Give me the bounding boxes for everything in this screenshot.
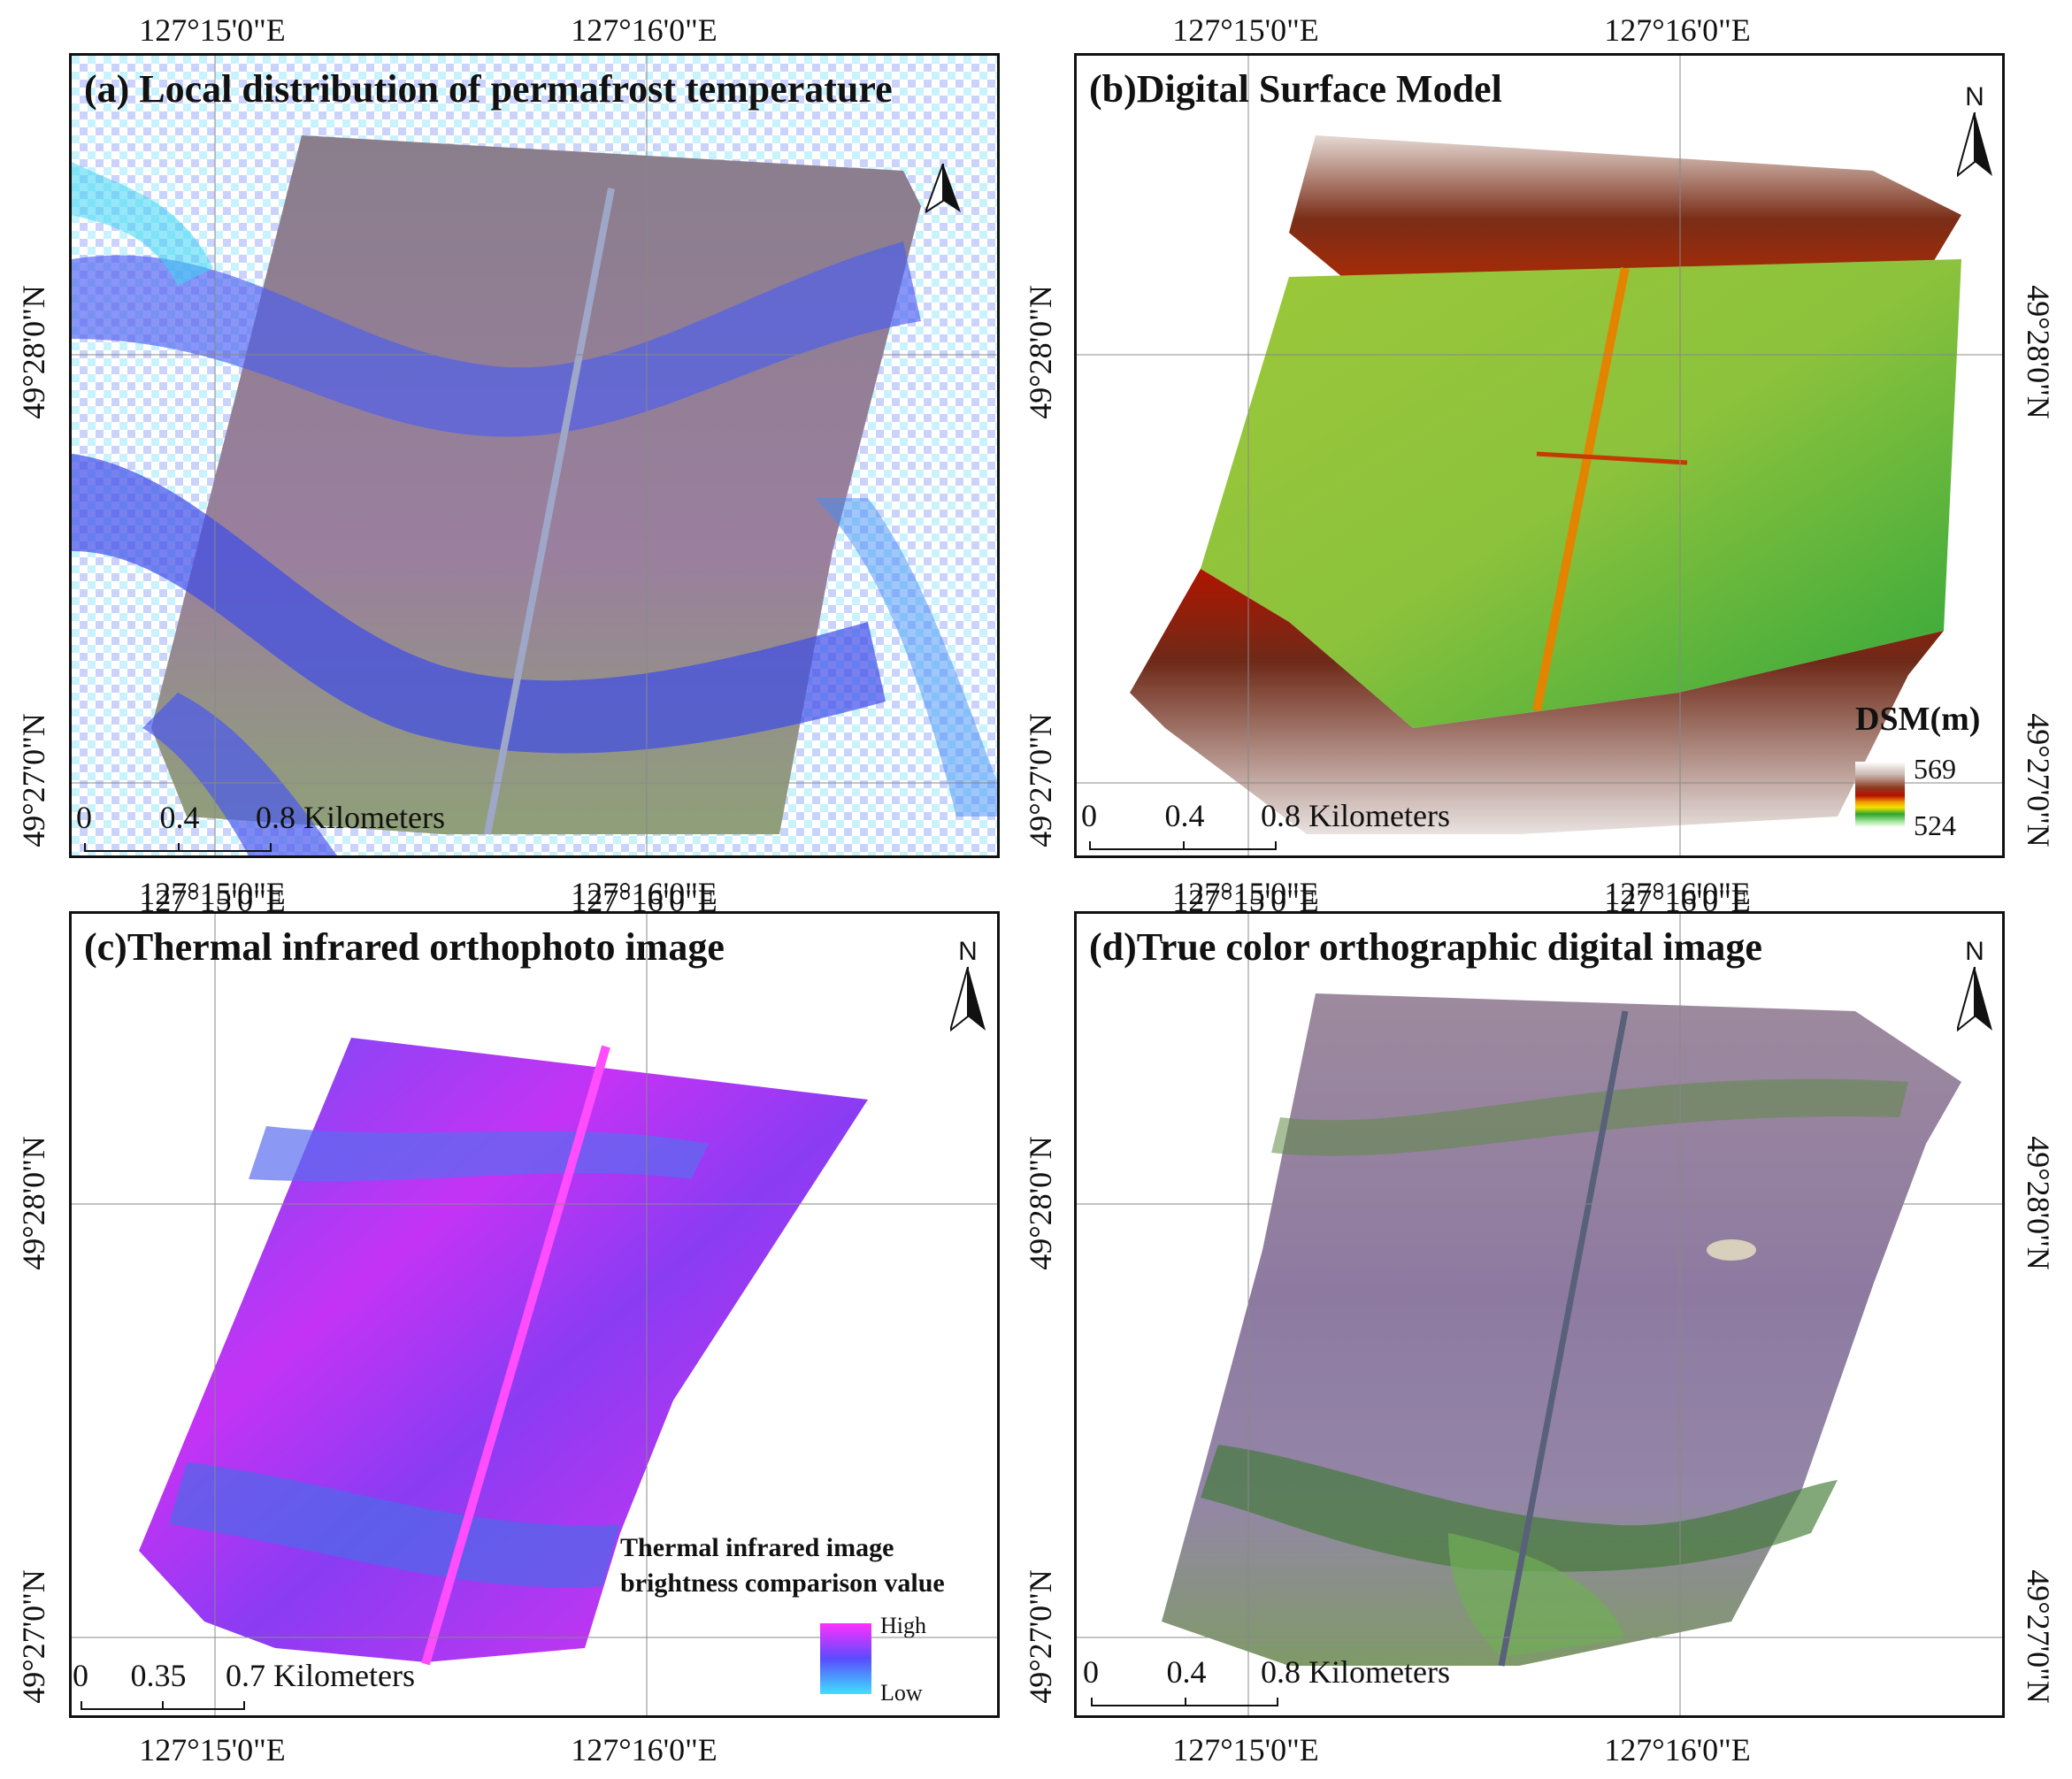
dsm-legend-max: 569: [1914, 753, 1956, 785]
scale-label-end: 0.7 Kilometers: [226, 1658, 415, 1693]
lon-label-bottom-right-d: 127°16'0"E: [1604, 1732, 1751, 1767]
scale-label-mid: 0.35: [130, 1658, 187, 1693]
scale-label-end: 0.8 Kilometers: [256, 800, 445, 835]
scale-bar-tick: [1183, 841, 1185, 850]
thermal-legend-high: High: [880, 1613, 926, 1638]
north-arrow-b: N: [1948, 82, 2001, 188]
lon-label-top-right-b: 127°16'0"E: [1604, 12, 1751, 48]
scale-label-zero: 0: [73, 1658, 88, 1693]
north-arrow-icon: [950, 967, 986, 1032]
dsm-legend-min: 524: [1914, 809, 1956, 841]
scale-bar-c: 0 0.35 0.7 Kilometers: [73, 1657, 447, 1715]
dsm-legend-ramp: [1855, 762, 1905, 827]
lat-label-lower-d-left: 49°27'0"N: [1023, 1569, 1058, 1704]
lon-label-top-right-a: 127°16'0"E: [571, 12, 718, 48]
lon-label-top-left-b: 127°15'0"E: [1172, 12, 1319, 48]
lat-label-lower-b-left: 49°27'0"N: [1023, 713, 1058, 847]
north-arrow-d: N: [1948, 937, 2001, 1043]
north-arrow-icon: [925, 164, 961, 214]
lat-label-upper-b-left: 49°28'0"N: [1023, 285, 1058, 419]
lat-label-lower-a: 49°27'0"N: [16, 713, 51, 847]
panel-title-d: (d)True color orthographic digital image: [1089, 925, 1762, 969]
lat-label-upper-d-left: 49°28'0"N: [1023, 1136, 1058, 1270]
lon-label-bottom-left-c: 127°15'0"E: [139, 1732, 286, 1767]
lon-label-bottom-left-b: 127°15'0"E: [1172, 876, 1319, 911]
panel-title-c: (c)Thermal infrared orthophoto image: [84, 925, 725, 969]
thermal-legend-ramp: [820, 1623, 871, 1694]
scale-label-end: 0.8 Kilometers: [1261, 1654, 1450, 1690]
scale-label-mid: 0.4: [1164, 798, 1205, 833]
map-panel-c: (c)Thermal infrared orthophoto image N T…: [69, 911, 1000, 1718]
north-arrow-icon: [1957, 967, 1992, 1032]
scale-label-zero: 0: [1083, 1654, 1099, 1690]
scale-label-mid: 0.4: [159, 800, 200, 835]
north-arrow-a: [917, 134, 970, 240]
lon-label-bottom-right-c: 127°16'0"E: [571, 1732, 718, 1767]
panel-title-a: (a) Local distribution of permafrost tem…: [84, 67, 893, 111]
scale-bar-d: 0 0.4 0.8 Kilometers: [1080, 1653, 1452, 1715]
scale-label-zero: 0: [76, 800, 92, 835]
scale-label-end: 0.8 Kilometers: [1261, 798, 1450, 833]
north-letter: N: [958, 937, 978, 966]
dsm-legend-title: DSM(m): [1855, 701, 1981, 738]
lon-label-bottom-left-a: 127°15'0"E: [139, 876, 286, 911]
map-panel-b: (b)Digital Surface Model N DSM(m) 569 52…: [1074, 53, 2005, 858]
lat-label-upper-b-right: 49°28'0"N: [2021, 285, 2056, 419]
lon-label-bottom-right-b: 127°16'0"E: [1604, 876, 1751, 911]
map-panel-a: (a) Local distribution of permafrost tem…: [69, 53, 1000, 858]
lat-label-lower-b-right: 49°27'0"N: [2021, 713, 2056, 847]
map-graphic-b: [1077, 56, 2002, 855]
scale-bar-b: 0 0.4 0.8 Kilometers: [1081, 797, 1457, 855]
scale-bar-tick: [1185, 1698, 1186, 1706]
north-arrow-c: N: [941, 937, 994, 1043]
thermal-legend-title-line2: brightness comparison value: [620, 1568, 945, 1598]
lat-label-upper-c: 49°28'0"N: [16, 1136, 51, 1270]
north-letter: N: [1965, 937, 1984, 966]
lon-label-top-left-a: 127°15'0"E: [139, 12, 286, 48]
scale-bar-a: 0 0.4 0.8 Kilometers: [76, 799, 452, 855]
panel-title-b: (b)Digital Surface Model: [1089, 67, 1502, 111]
lat-label-upper-a: 49°28'0"N: [16, 285, 51, 419]
lon-label-bottom-left-d: 127°15'0"E: [1172, 1732, 1319, 1767]
thermal-legend-title-line1: Thermal infrared image: [620, 1533, 894, 1562]
lat-label-lower-c: 49°27'0"N: [16, 1569, 51, 1704]
north-letter: N: [1965, 82, 1984, 111]
scale-bar-tick: [162, 1701, 164, 1710]
lon-label-bottom-right-a: 127°16'0"E: [571, 876, 718, 911]
map-panel-d: (d)True color orthographic digital image…: [1074, 911, 2005, 1718]
lat-label-upper-d-right: 49°28'0"N: [2021, 1136, 2056, 1270]
map-graphic-d: [1077, 914, 2002, 1715]
scale-label-mid: 0.4: [1166, 1654, 1207, 1690]
north-arrow-icon: [1957, 112, 1992, 178]
map-graphic-c: [72, 914, 997, 1715]
thermal-legend-low: Low: [880, 1680, 923, 1706]
map-graphic-a: [72, 56, 997, 855]
lat-label-lower-d-right: 49°27'0"N: [2021, 1569, 2056, 1704]
scale-bar-tick: [178, 843, 180, 852]
scale-label-zero: 0: [1081, 798, 1097, 833]
